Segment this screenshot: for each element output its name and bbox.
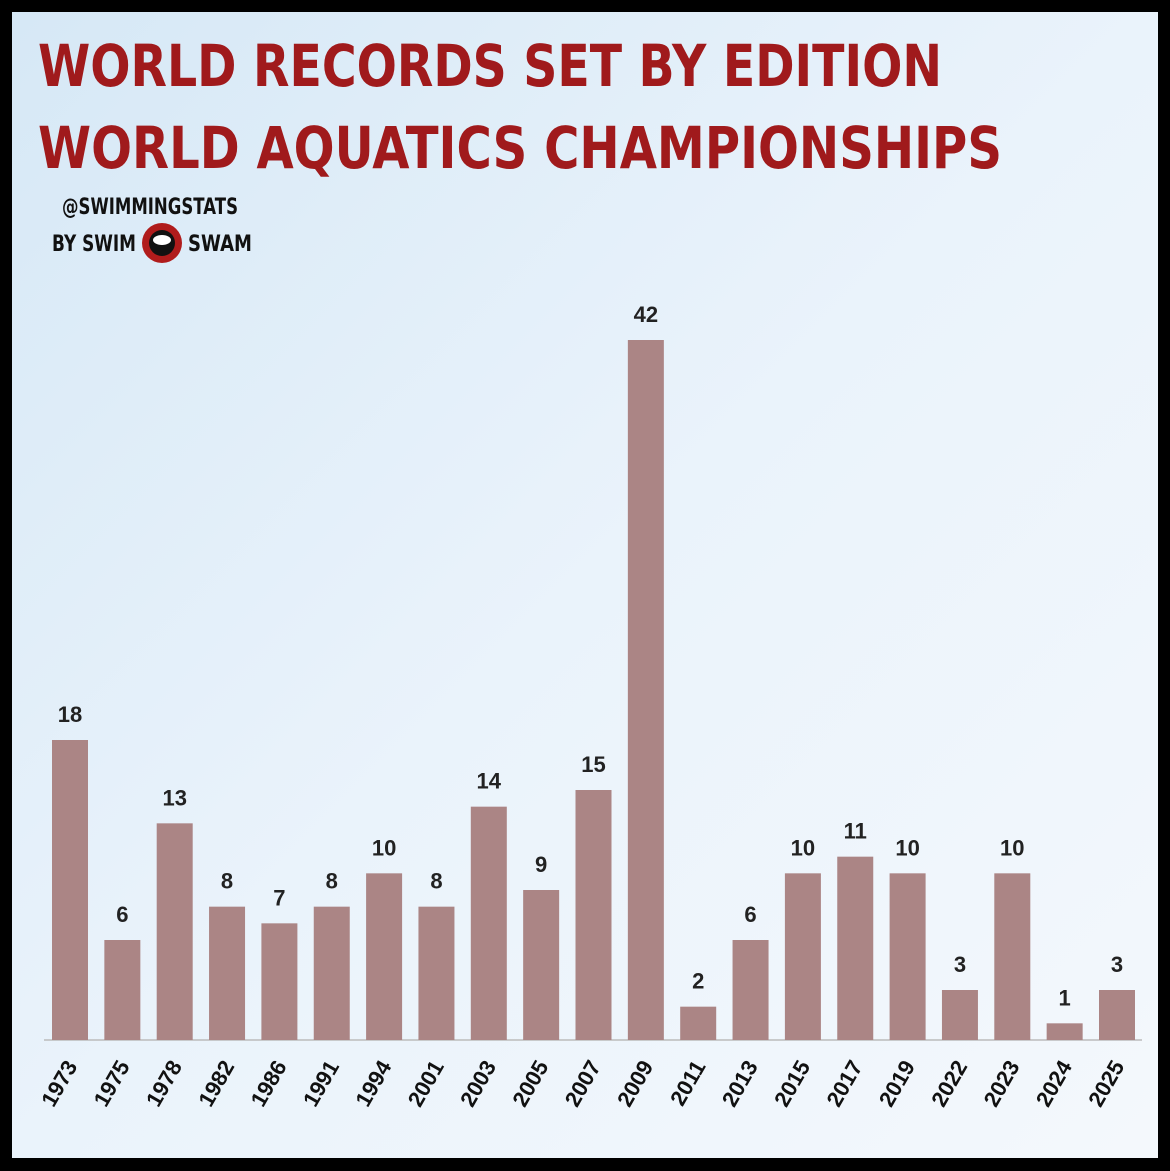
bar (1099, 990, 1135, 1040)
bar (784, 873, 821, 1040)
value-label: 13 (162, 785, 186, 810)
value-label: 7 (273, 885, 285, 910)
bar (1046, 1023, 1083, 1040)
bar (418, 906, 455, 1040)
credit-by: BY SWIM (52, 232, 136, 257)
bar (941, 990, 978, 1040)
bar (52, 740, 88, 1040)
bar (104, 940, 141, 1040)
bar (261, 923, 298, 1040)
value-label: 6 (116, 902, 128, 927)
value-label: 1 (1059, 985, 1071, 1010)
bar (627, 340, 664, 1040)
bar (156, 823, 193, 1040)
bar (209, 906, 246, 1040)
bar (680, 1006, 717, 1040)
bar (366, 873, 403, 1040)
value-label: 10 (372, 835, 396, 860)
chart-subtitle: WORLD AQUATICS CHAMPIONSHIPS (38, 114, 1002, 182)
bar (313, 906, 350, 1040)
value-label: 11 (844, 819, 867, 844)
value-label: 8 (221, 869, 233, 894)
bar (837, 856, 874, 1040)
value-label: 10 (895, 835, 919, 860)
value-label: 18 (58, 702, 82, 727)
value-label: 10 (791, 835, 815, 860)
value-label: 42 (634, 302, 658, 327)
credit-brand: SWAM (188, 232, 252, 257)
bar (575, 790, 612, 1040)
bar (523, 890, 560, 1040)
value-label: 15 (581, 752, 605, 777)
value-label: 6 (744, 902, 756, 927)
value-label: 9 (535, 852, 547, 877)
value-label: 3 (954, 952, 966, 977)
value-label: 14 (477, 769, 502, 794)
value-label: 8 (430, 869, 442, 894)
chart-title: WORLD RECORDS SET BY EDITION (38, 32, 942, 100)
value-label: 10 (1000, 835, 1024, 860)
credit-handle: @SWIMMINGSTATS (62, 195, 238, 220)
logo (142, 223, 182, 263)
value-label: 3 (1111, 952, 1123, 977)
value-label: 8 (326, 869, 338, 894)
bar (994, 873, 1031, 1040)
value-label: 2 (692, 969, 704, 994)
bar (889, 873, 926, 1040)
bar (732, 940, 769, 1040)
bar (470, 806, 507, 1040)
